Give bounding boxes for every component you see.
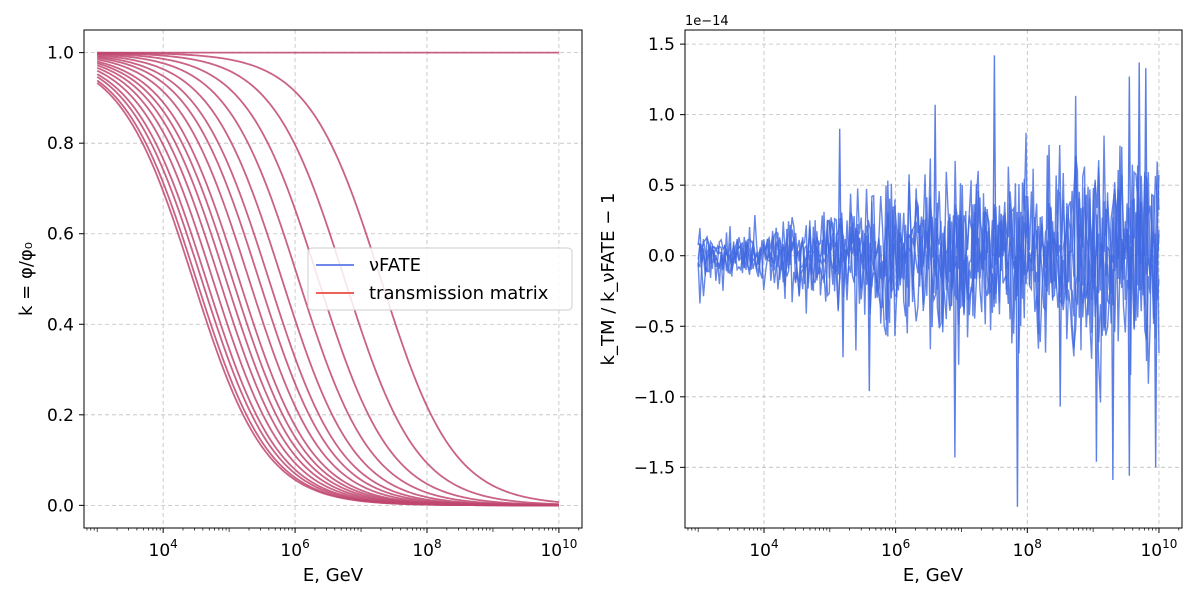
- right-series-spike: [933, 104, 938, 256]
- left-series-line: [97, 54, 559, 507]
- right-series-spike: [1058, 255, 1063, 407]
- left-x-tick-label: 106: [280, 537, 309, 561]
- left-x-tick-label: 104: [149, 537, 178, 561]
- legend-label-nufate: νFATE: [369, 255, 421, 276]
- right-series-spike: [1153, 255, 1158, 468]
- left-panel: 104 106 108 1010 0.00.20.40.60.81.0 E, GeV …: [16, 29, 583, 586]
- right-series-spike: [1137, 62, 1142, 256]
- left-x-tick-label: 1010: [540, 537, 577, 561]
- right-y-tick-label: 1.5: [648, 35, 675, 55]
- left-y-tick-label: 0.4: [47, 315, 74, 335]
- right-series-spike: [952, 255, 957, 458]
- right-y-ticks: −1.5 −1.0 −0.5 0.0 0.5 1.0 1.5: [634, 35, 685, 478]
- left-x-tick-label: 108: [412, 537, 441, 561]
- right-x-tick-label: 108: [1013, 537, 1042, 561]
- right-series-spike: [1127, 255, 1132, 476]
- left-series: [96, 51, 559, 507]
- right-x-axis-label: E, GeV: [903, 565, 964, 586]
- right-x-tick-label: 106: [881, 537, 910, 561]
- left-series-line: [97, 52, 559, 506]
- left-y-tick-label: 0.2: [47, 406, 74, 426]
- right-y-tick-label: −1.0: [634, 388, 675, 408]
- right-y-tick-label: 1.0: [648, 106, 675, 126]
- right-offset-label: 1e−14: [685, 14, 729, 29]
- right-series-spike: [1143, 68, 1148, 256]
- right-series-spike: [1110, 255, 1115, 481]
- right-plot-frame: [684, 29, 1183, 529]
- right-series: [697, 55, 1160, 507]
- right-x-tick-label: 1010: [1140, 537, 1177, 561]
- right-series-line: [697, 135, 1160, 353]
- left-x-axis-label: E, GeV: [303, 565, 364, 586]
- legend-label-transmission-matrix: transmission matrix: [369, 283, 549, 304]
- left-y-tick-label: 0.6: [47, 225, 74, 245]
- right-series-spike: [840, 255, 845, 358]
- left-y-tick-label: 1.0: [47, 44, 74, 64]
- left-x-ticks: 104 106 108 1010: [86, 528, 580, 561]
- right-y-tick-label: −0.5: [634, 317, 675, 337]
- left-y-ticks: 0.0 0.2 0.4 0.6 0.8 1.0: [47, 44, 84, 516]
- left-series-line: [97, 53, 559, 506]
- right-series-spike: [837, 128, 842, 256]
- right-y-tick-label: −1.5: [634, 458, 675, 478]
- right-y-axis-label: k_TM / k_νFATE − 1: [598, 193, 619, 366]
- left-y-axis-label: k = φ/φ₀: [16, 242, 37, 316]
- left-series-line: [97, 51, 559, 503]
- right-x-tick-label: 104: [749, 537, 778, 561]
- right-y-tick-label: 0.0: [648, 247, 675, 267]
- right-panel: 104 106 108 1010 −1.5 −1.0 −0.5 0.0 0.5 1.0 1.5 1…: [598, 14, 1183, 586]
- right-series-spike: [867, 255, 872, 392]
- right-series-spike: [1094, 255, 1099, 462]
- right-x-ticks: 104 106 108 1010: [687, 528, 1180, 561]
- right-series-spike: [992, 55, 997, 256]
- right-series-spike: [1015, 255, 1020, 507]
- left-y-tick-label: 0.0: [47, 496, 74, 516]
- right-series-spike: [1127, 76, 1132, 256]
- left-y-tick-label: 0.8: [47, 134, 74, 154]
- legend-box: [307, 247, 573, 311]
- right-y-tick-label: 0.5: [648, 176, 675, 196]
- legend: νFATE transmission matrix: [307, 247, 573, 311]
- left-plot-frame: [83, 29, 583, 529]
